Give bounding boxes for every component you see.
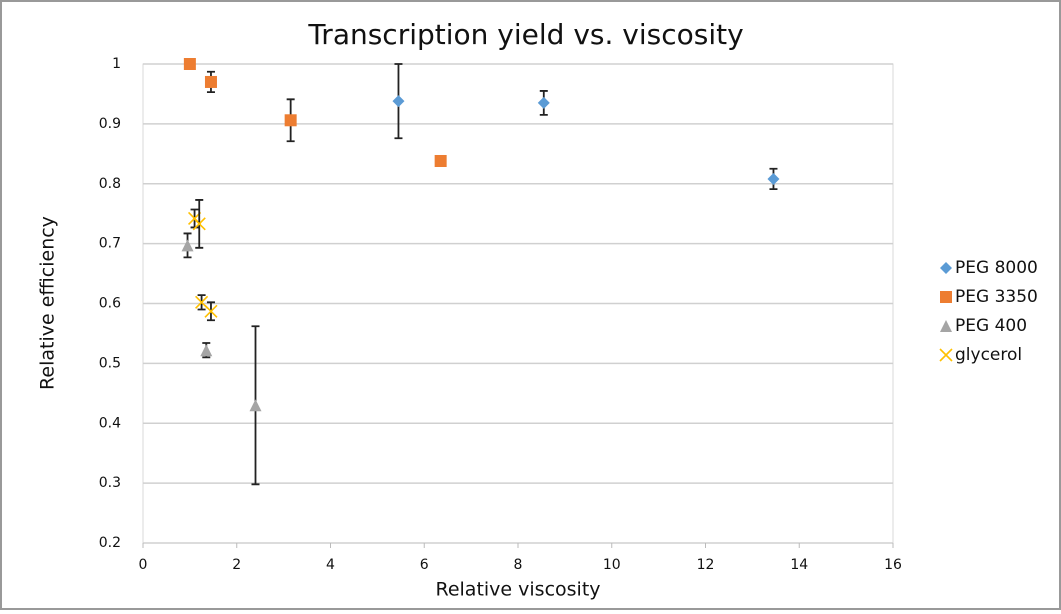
y-tick-label: 1 [112, 56, 121, 72]
marker [183, 58, 196, 70]
x-tick-label: 0 [139, 557, 148, 573]
legend-marker [940, 291, 952, 303]
legend-label: PEG 8000 [955, 258, 1038, 278]
legend-label: PEG 3350 [955, 287, 1038, 307]
y-tick-label: 0.9 [99, 116, 121, 132]
x-tick-label: 6 [420, 557, 429, 573]
legend-marker [939, 348, 953, 362]
legend-label: glycerol [955, 345, 1022, 365]
x-tick-label: 16 [884, 557, 902, 573]
x-tick-label: 14 [790, 557, 808, 573]
marker [181, 239, 194, 252]
marker [767, 172, 780, 185]
y-axis-label: Relative efficiency [37, 216, 59, 390]
x-tick-label: 4 [326, 557, 335, 573]
marker [200, 344, 213, 357]
y-tick-label: 0.8 [99, 176, 121, 192]
x-tick-label: 10 [603, 557, 621, 573]
chart-title: Transcription yield vs. viscosity [307, 18, 743, 51]
y-tick-label: 0.4 [99, 415, 121, 431]
marker [204, 75, 217, 88]
marker [249, 399, 262, 412]
marker [537, 96, 550, 109]
x-tick-label: 12 [697, 557, 715, 573]
legend-label: PEG 400 [955, 316, 1027, 336]
marker [192, 217, 206, 231]
marker [434, 154, 447, 167]
x-tick-label: 2 [232, 557, 241, 573]
legend-marker [940, 320, 952, 332]
legend-marker [940, 262, 952, 274]
y-tick-label: 0.2 [99, 535, 121, 551]
y-tick-label: 0.3 [99, 475, 121, 491]
y-tick-label: 0.7 [99, 236, 121, 252]
marker [284, 114, 297, 127]
y-tick-label: 0.5 [99, 355, 121, 371]
marker [204, 304, 218, 318]
y-tick-label: 0.6 [99, 296, 121, 312]
x-tick-label: 8 [514, 557, 523, 573]
x-axis-label: Relative viscosity [435, 579, 600, 601]
marker [392, 95, 405, 108]
